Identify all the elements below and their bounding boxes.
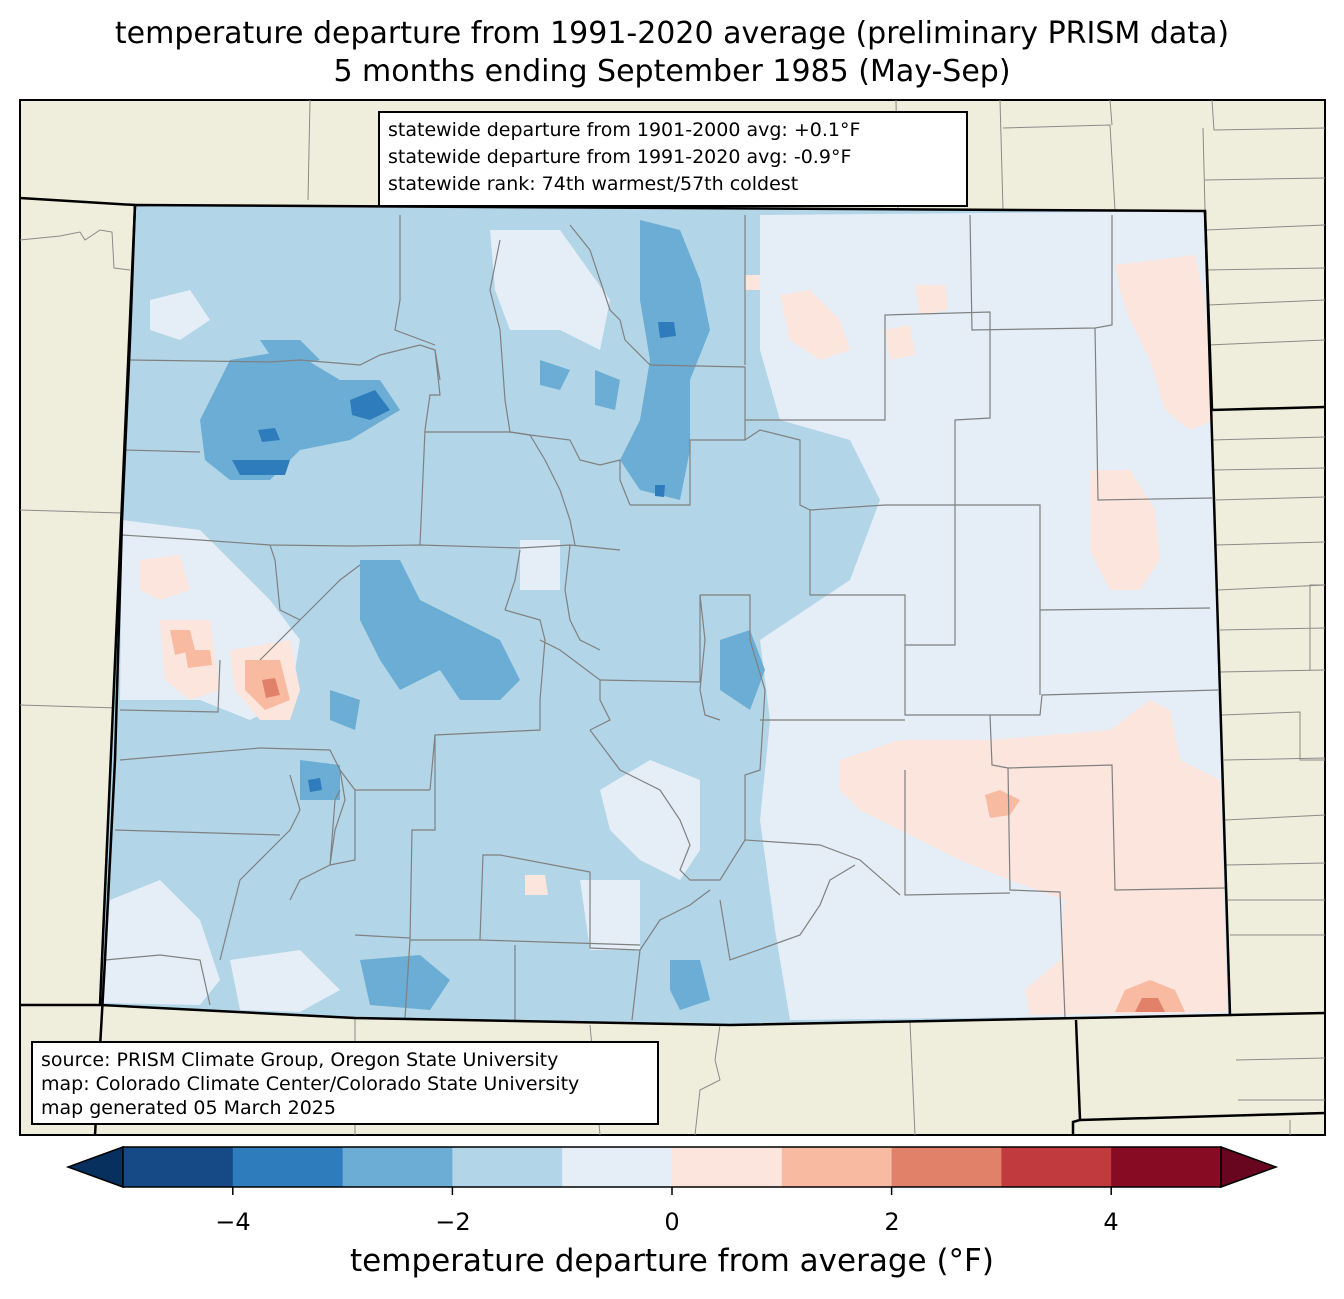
colorbar-bin bbox=[891, 1147, 1002, 1187]
departure-plus1 bbox=[140, 255, 1228, 1015]
colorbar-bin bbox=[562, 1147, 673, 1187]
map-title-line1: temperature departure from 1991-2020 ave… bbox=[114, 16, 1230, 51]
stats-departure-1991-2020: statewide departure from 1991-2020 avg: … bbox=[388, 146, 852, 168]
colorbar-bin bbox=[342, 1147, 453, 1187]
source-box: source: PRISM Climate Group, Oregon Stat… bbox=[31, 1041, 659, 1125]
departure-plus3 bbox=[262, 678, 1165, 1012]
generated-date-line: map generated 05 March 2025 bbox=[41, 1097, 336, 1119]
neighbor-county-lines bbox=[19, 99, 1326, 1136]
colorbar-bin bbox=[123, 1147, 234, 1187]
departure-minus3 bbox=[200, 220, 765, 1010]
map-title-line2: 5 months ending September 1985 (May-Sep) bbox=[333, 54, 1011, 89]
statewide-stats-box: statewide departure from 1901-2000 avg: … bbox=[378, 111, 968, 207]
colorbar-bin bbox=[1001, 1147, 1112, 1187]
source-line: source: PRISM Climate Group, Oregon Stat… bbox=[41, 1049, 559, 1071]
colorbar-tick-label: 0 bbox=[664, 1208, 680, 1236]
state-borders bbox=[19, 196, 1326, 1136]
colorbar-bin bbox=[1111, 1147, 1222, 1187]
colorbar-tick-label: 2 bbox=[884, 1208, 900, 1236]
departure-minus4 bbox=[232, 322, 676, 792]
colorbar-tick-label: 4 bbox=[1103, 1208, 1119, 1236]
colorbar bbox=[65, 1145, 1279, 1195]
colorbar-under-arrow bbox=[65, 1145, 124, 1189]
stats-departure-1901-2000: statewide departure from 1901-2000 avg: … bbox=[388, 119, 861, 141]
colorbar-bin bbox=[452, 1147, 563, 1187]
map-credit-line: map: Colorado Climate Center/Colorado St… bbox=[41, 1073, 580, 1095]
stats-rank: statewide rank: 74th warmest/57th coldes… bbox=[388, 173, 799, 195]
county-lines bbox=[104, 214, 1226, 1021]
colorbar-bin bbox=[232, 1147, 344, 1187]
colorbar-tick-label: −4 bbox=[215, 1208, 251, 1236]
colorbar-bin bbox=[781, 1147, 893, 1187]
colorbar-bin bbox=[672, 1147, 783, 1187]
colorbar-tick-label: −2 bbox=[435, 1208, 471, 1236]
colorbar-title: temperature departure from average (°F) bbox=[350, 1243, 994, 1279]
colorbar-over-arrow bbox=[1220, 1145, 1279, 1189]
